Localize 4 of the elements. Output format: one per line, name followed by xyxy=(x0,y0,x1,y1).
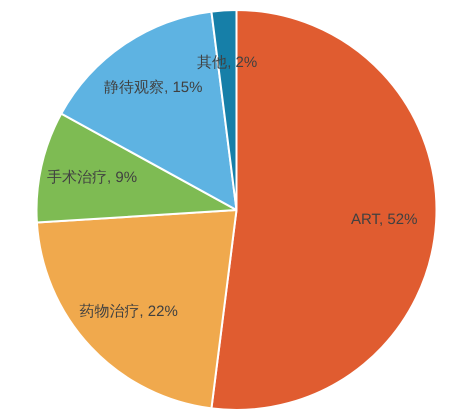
slice-label: 药物治疗, 22% xyxy=(79,302,178,320)
slice-label: 手术治疗, 9% xyxy=(47,169,138,186)
slice-label: 静待观察, 15% xyxy=(104,79,202,96)
slice-label: ART, 52% xyxy=(350,210,418,228)
